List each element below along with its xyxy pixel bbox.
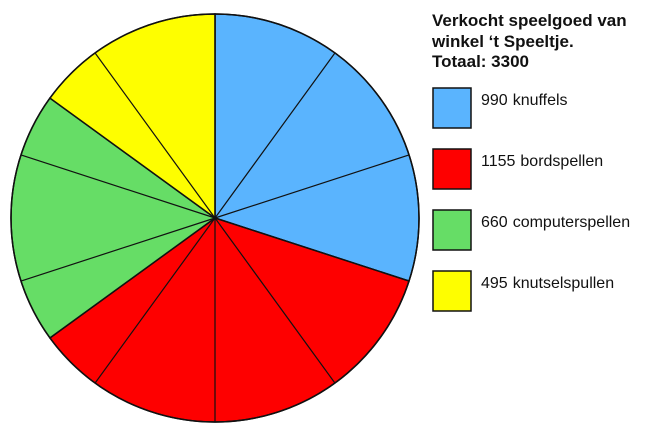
divider-line [94, 217, 216, 384]
legend-label: 1155 bordspellen [481, 153, 603, 170]
legend-value: 660 [481, 214, 508, 231]
legend-label: 495 knutselspullen [481, 275, 614, 292]
legend-swatch [432, 148, 472, 190]
legend-value: 1155 [481, 153, 516, 170]
chart-title: Verkocht speelgoed van winkel ‘t Speeltj… [432, 11, 627, 51]
divider-line [214, 217, 336, 384]
legend-name: bordspellen [520, 153, 603, 170]
legend-swatch [432, 87, 472, 129]
divider-line [20, 154, 216, 219]
legend-value: 990 [481, 92, 508, 109]
divider-line [214, 217, 410, 282]
legend-name: computerspellen [513, 214, 630, 231]
divider-line [94, 52, 216, 219]
divider-line [20, 217, 216, 282]
legend-name: knuffels [513, 92, 568, 109]
pie-outline [10, 13, 420, 423]
chart-subtitle: Totaal: 3300 [432, 52, 530, 71]
legend-value: 495 [481, 275, 508, 292]
legend-label: 660 computerspellen [481, 214, 630, 231]
legend-name: knutselspullen [513, 275, 614, 292]
legend-swatch [432, 270, 472, 312]
divider-line [214, 52, 336, 219]
legend-label: 990 knuffels [481, 92, 568, 109]
divider-line [214, 154, 410, 219]
legend-swatch [432, 209, 472, 251]
